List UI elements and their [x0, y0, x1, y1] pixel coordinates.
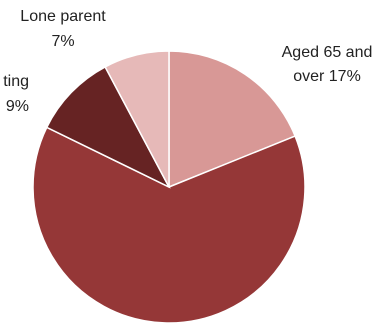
pie-slice-1: [168, 50, 297, 189]
label-aged-65-line1: Aged 65 and: [282, 44, 373, 61]
label-dark-slice-value: 9%: [6, 98, 29, 115]
pie-slices: [32, 50, 306, 323]
label-aged-65-line2: over 17%: [293, 68, 361, 85]
pie-slice-4: [104, 50, 170, 188]
label-dark-slice-name: ting: [3, 73, 29, 90]
pie-slice-3: [45, 65, 171, 189]
label-lone-parent-name: Lone parent: [20, 8, 106, 25]
label-lone-parent-value: 7%: [51, 33, 74, 50]
